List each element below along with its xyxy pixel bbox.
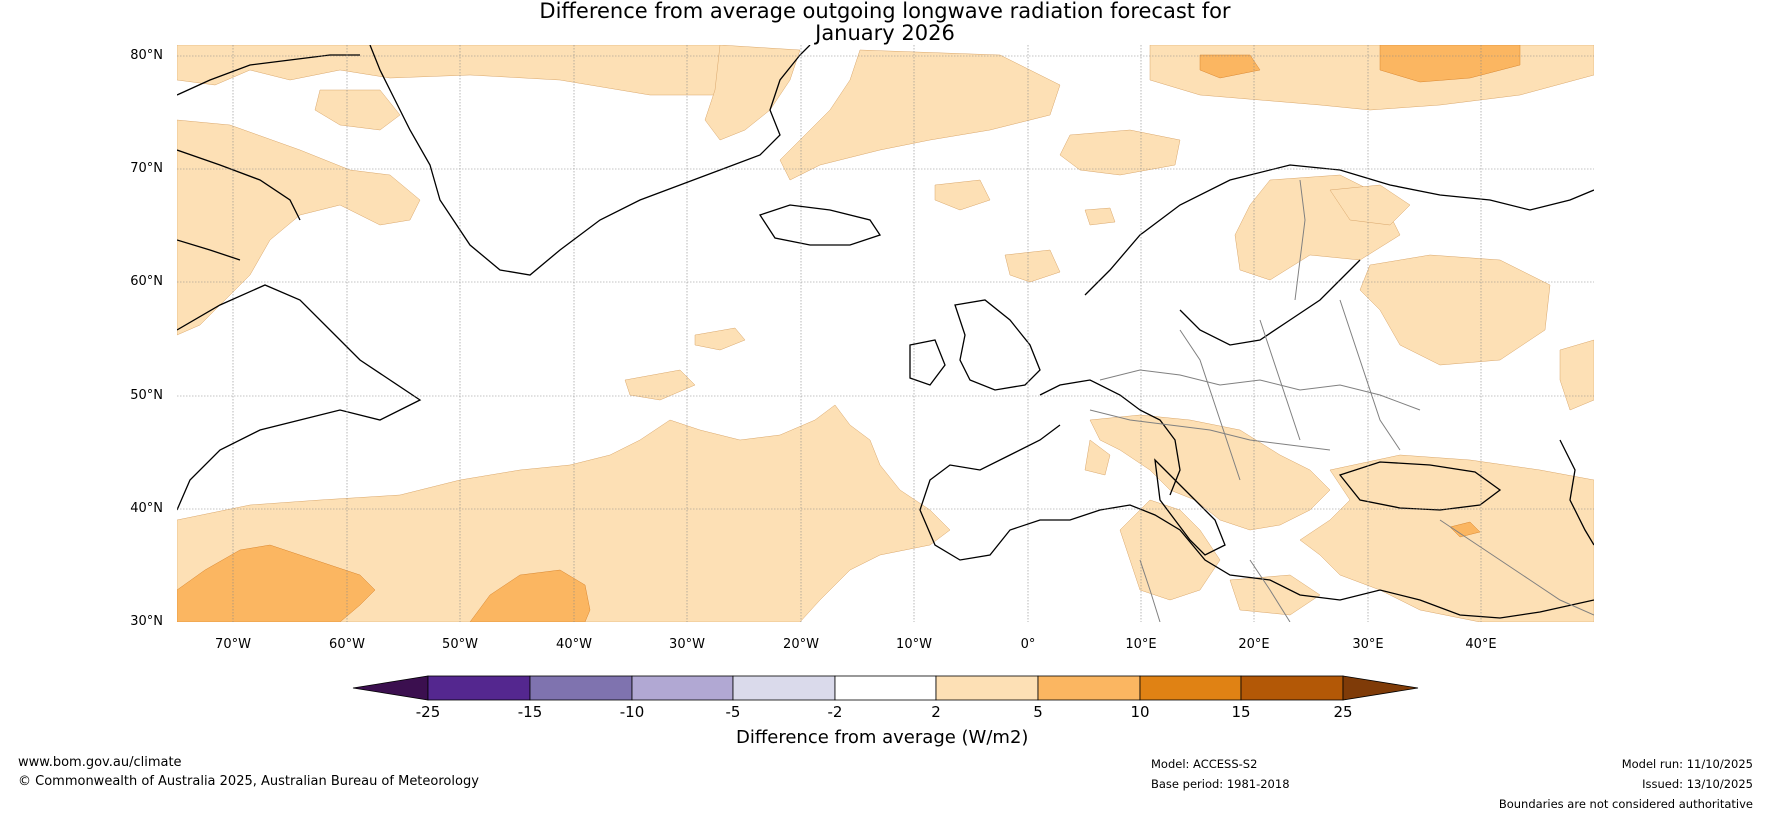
anomaly-2-to-5: [177, 45, 1594, 622]
colorbar-tick-label: -10: [619, 703, 645, 721]
lat-label-70n: 70°N: [130, 161, 163, 176]
colorbar-tick-label: 15: [1231, 703, 1251, 721]
colorbar-tick-label: 5: [1033, 703, 1043, 721]
iceland-coast: [758, 204, 882, 246]
colorbar-tick-label: -15: [517, 703, 543, 721]
lon-label-40e: 40°E: [1465, 637, 1497, 652]
colorbar-seg-6: [935, 675, 1039, 701]
lat-label-30n: 30°N: [130, 614, 163, 629]
base-period: Base period: 1981-2018: [1151, 777, 1290, 791]
lat-label-50n: 50°N: [130, 388, 163, 403]
lat-label-60n: 60°N: [130, 274, 163, 289]
gridlines: [177, 45, 1594, 622]
anomaly-5-to-10: [177, 45, 1521, 622]
title-line-1: Difference from average outgoing longwav…: [539, 0, 1231, 23]
britain-coast: [909, 299, 1041, 391]
colorbar-tick-label: -25: [415, 703, 441, 721]
coastlines: [177, 45, 1594, 619]
labrador-coast: [177, 284, 422, 511]
issued-date: Issued: 13/10/2025: [1642, 777, 1753, 791]
colorbar-tick-label: 2: [931, 703, 941, 721]
country-borders: [1089, 179, 1594, 622]
lat-label-40n: 40°N: [130, 501, 163, 516]
colorbar-seg-3: [631, 675, 734, 701]
colorbar-tick-label: 25: [1333, 703, 1353, 721]
colorbar-seg-1: [427, 675, 531, 701]
colorbar-seg-2: [529, 675, 633, 701]
lon-label-50w: 50°W: [442, 637, 478, 652]
greenland-coast: [369, 45, 811, 276]
copyright-text: © Commonwealth of Australia 2025, Austra…: [18, 774, 479, 789]
lon-label-30e: 30°E: [1352, 637, 1384, 652]
colorbar-seg-7: [1037, 675, 1141, 701]
east-coast: [1559, 439, 1594, 546]
lon-label-30w: 30°W: [669, 637, 705, 652]
lat-label-80n: 80°N: [130, 48, 163, 63]
colorbar-tick-label: 10: [1130, 703, 1150, 721]
lon-label-70w: 70°W: [215, 637, 251, 652]
colorbar: [352, 675, 1419, 701]
lon-label-40w: 40°W: [556, 637, 592, 652]
canada-islands-coast: [177, 54, 360, 261]
black-sea-coast: [1338, 461, 1502, 511]
lon-label-10e: 10°E: [1125, 637, 1157, 652]
colorbar-extend-low: [352, 675, 429, 701]
scandinavia-coast: [1084, 164, 1594, 346]
colorbar-tick-label: -5: [725, 703, 741, 721]
lon-label-10w: 10°W: [896, 637, 932, 652]
colorbar-seg-4: [732, 675, 836, 701]
colorbar-seg-5: [834, 675, 937, 701]
colorbar-seg-8: [1139, 675, 1242, 701]
website-url: www.bom.gov.au/climate: [18, 755, 182, 770]
europe-coast: [919, 379, 1594, 619]
colorbar-seg-9: [1240, 675, 1344, 701]
italy-coast: [1154, 458, 1226, 556]
title-line-2: January 2026: [815, 21, 955, 45]
lon-label-20w: 20°W: [783, 637, 819, 652]
model-run-date: Model run: 11/10/2025: [1621, 757, 1753, 771]
anomaly-fields: [177, 45, 1594, 622]
lon-label-0: 0°: [1020, 637, 1036, 652]
colorbar-extend-high: [1342, 675, 1419, 701]
model-name: Model: ACCESS-S2: [1151, 757, 1258, 771]
colorbar-title: Difference from average (W/m2): [736, 727, 1029, 748]
lon-label-60w: 60°W: [329, 637, 365, 652]
lon-label-20e: 20°E: [1238, 637, 1270, 652]
boundary-disclaimer: Boundaries are not considered authoritat…: [1498, 797, 1753, 811]
colorbar-tick-label: -2: [827, 703, 843, 721]
